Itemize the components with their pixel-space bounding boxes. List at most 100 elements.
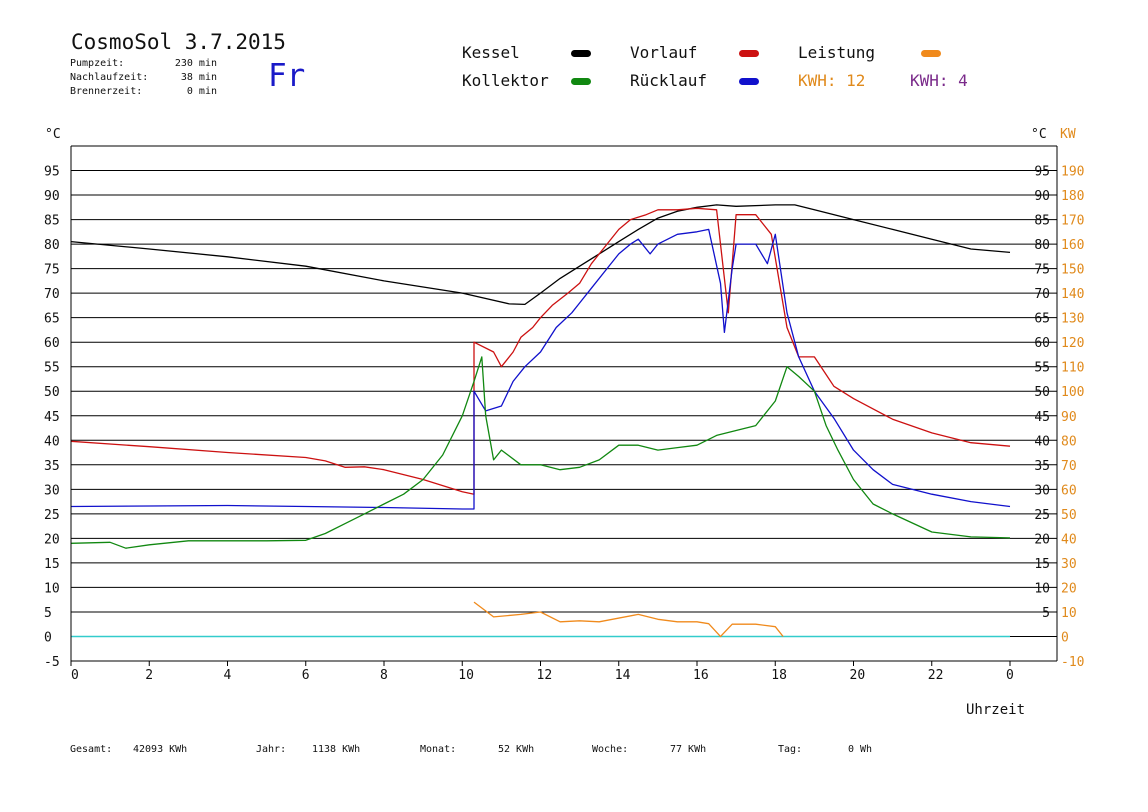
y-axis-unit-left: °C: [45, 127, 61, 142]
x-tick-label: 0: [1006, 668, 1014, 683]
y-tick-left: 45: [44, 410, 60, 425]
legend-kollektor-label: Kollektor: [462, 71, 549, 90]
y-tick-right-celsius: 70: [1034, 287, 1050, 302]
y-tick-right-celsius: 90: [1034, 189, 1050, 204]
x-tick-label: 8: [380, 668, 388, 683]
legend-ruecklauf-label: Rücklauf: [630, 71, 708, 90]
stat-label-brennerzeit: Brennerzeit:: [70, 86, 143, 97]
y-tick-right-kw: 140: [1061, 287, 1084, 302]
y-tick-left: 55: [44, 361, 60, 376]
y-tick-right-kw: 180: [1061, 189, 1084, 204]
kwh-total-orange: KWH: 12: [798, 71, 866, 90]
y-tick-left: 65: [44, 312, 60, 327]
footer-jahr-value: 1138 KWh: [312, 744, 361, 755]
x-tick-label: 2: [145, 668, 153, 683]
y-tick-right-celsius: 10: [1034, 581, 1050, 596]
y-tick-right-kw: 70: [1061, 459, 1077, 474]
y-tick-left: 70: [44, 287, 60, 302]
y-tick-right-kw: 0: [1061, 630, 1069, 645]
legend-vorlauf-swatch: [739, 50, 759, 57]
series-line-rücklauf: [70, 228, 1011, 510]
y-tick-right-kw: 130: [1061, 312, 1084, 327]
y-tick-left: 0: [44, 630, 52, 645]
chart-series: [70, 204, 1011, 638]
y-tick-left: -5: [44, 655, 60, 670]
legend-kessel-swatch: [571, 50, 591, 57]
y-tick-right-kw: 30: [1061, 557, 1077, 572]
x-tick-label: 18: [771, 668, 787, 683]
y-tick-right-kw: 40: [1061, 532, 1077, 547]
y-tick-right-celsius: 15: [1034, 557, 1050, 572]
y-tick-right-kw: 80: [1061, 434, 1077, 449]
y-tick-right-celsius: 20: [1034, 532, 1050, 547]
x-axis-label: Uhrzeit: [966, 702, 1025, 718]
y-tick-right-celsius: 25: [1034, 508, 1050, 523]
y-tick-left: 90: [44, 189, 60, 204]
y-tick-left: 85: [44, 214, 60, 229]
legend-leistung-label: Leistung: [798, 43, 876, 62]
y-tick-left: 20: [44, 532, 60, 547]
x-tick-label: 16: [693, 668, 709, 683]
footer-monat-value: 52 KWh: [498, 744, 535, 755]
x-tick-label: 6: [302, 668, 310, 683]
chart-grid: [71, 145, 1057, 637]
y-tick-right-celsius: 55: [1034, 361, 1050, 376]
footer-woche-label: Woche:: [592, 744, 629, 755]
x-tick-label: 20: [850, 668, 866, 683]
footer-tag-value: 0 Wh: [848, 744, 873, 755]
y-tick-right-celsius: 50: [1034, 385, 1050, 400]
legend-kollektor-swatch: [571, 78, 591, 85]
x-tick-label: 0: [71, 668, 79, 683]
footer-monat-label: Monat:: [420, 744, 457, 755]
y-tick-right-celsius: 85: [1034, 214, 1050, 229]
series-line-kessel: [70, 204, 1011, 306]
footer-jahr-label: Jahr:: [256, 744, 287, 755]
y-tick-right-kw: 190: [1061, 165, 1084, 180]
y-tick-left: 10: [44, 581, 60, 596]
y-tick-left: 35: [44, 459, 60, 474]
y-tick-left: 15: [44, 557, 60, 572]
x-tick-label: 4: [224, 668, 232, 683]
stat-value-nachlaufzeit: 38 min: [180, 72, 217, 83]
x-tick-label: 22: [928, 668, 944, 683]
y-tick-right-celsius: 95: [1034, 165, 1050, 180]
legend-ruecklauf-swatch: [739, 78, 759, 85]
y-tick-right-kw: -10: [1061, 655, 1084, 670]
y-tick-right-kw: 100: [1061, 385, 1084, 400]
chart-axes: -505101520253035404550556065707580859095…: [44, 146, 1084, 683]
y-tick-right-kw: 50: [1061, 508, 1077, 523]
y-tick-right-celsius: 35: [1034, 459, 1050, 474]
y-tick-left: 5: [44, 606, 52, 621]
y-tick-left: 40: [44, 434, 60, 449]
y-tick-right-celsius: 45: [1034, 410, 1050, 425]
y-tick-right-celsius: 80: [1034, 238, 1050, 253]
stat-value-pumpzeit: 230 min: [174, 58, 217, 69]
y-tick-right-celsius: 30: [1034, 483, 1050, 498]
y-tick-right-kw: 10: [1061, 606, 1077, 621]
y-tick-right-kw: 170: [1061, 214, 1084, 229]
y-tick-right-kw: 160: [1061, 238, 1084, 253]
legend-kessel-label: Kessel: [462, 43, 520, 62]
y-tick-right-kw: 60: [1061, 483, 1077, 498]
y-tick-right-celsius: 5: [1042, 606, 1050, 621]
stat-label-pumpzeit: Pumpzeit:: [70, 58, 125, 69]
y-tick-left: 60: [44, 336, 60, 351]
x-tick-label: 14: [615, 668, 631, 683]
stat-label-nachlaufzeit: Nachlaufzeit:: [70, 72, 149, 83]
y-tick-right-celsius: 75: [1034, 263, 1050, 278]
app-title: CosmoSol 3.7.2015: [71, 30, 286, 54]
x-tick-label: 12: [537, 668, 553, 683]
y-tick-right-kw: 120: [1061, 336, 1084, 351]
stat-value-brennerzeit: 0 min: [186, 86, 217, 97]
y-tick-right-celsius: 60: [1034, 336, 1050, 351]
y-tick-right-kw: 20: [1061, 581, 1077, 596]
y-tick-right-celsius: 65: [1034, 312, 1050, 327]
kwh-total-purple: KWH: 4: [910, 71, 968, 90]
y-axis-unit-right-kw: KW: [1060, 127, 1076, 142]
x-tick-label: 10: [458, 668, 474, 683]
y-tick-left: 50: [44, 385, 60, 400]
y-tick-left: 95: [44, 165, 60, 180]
footer-gesamt-label: Gesamt:: [70, 744, 113, 755]
y-tick-right-celsius: 40: [1034, 434, 1050, 449]
